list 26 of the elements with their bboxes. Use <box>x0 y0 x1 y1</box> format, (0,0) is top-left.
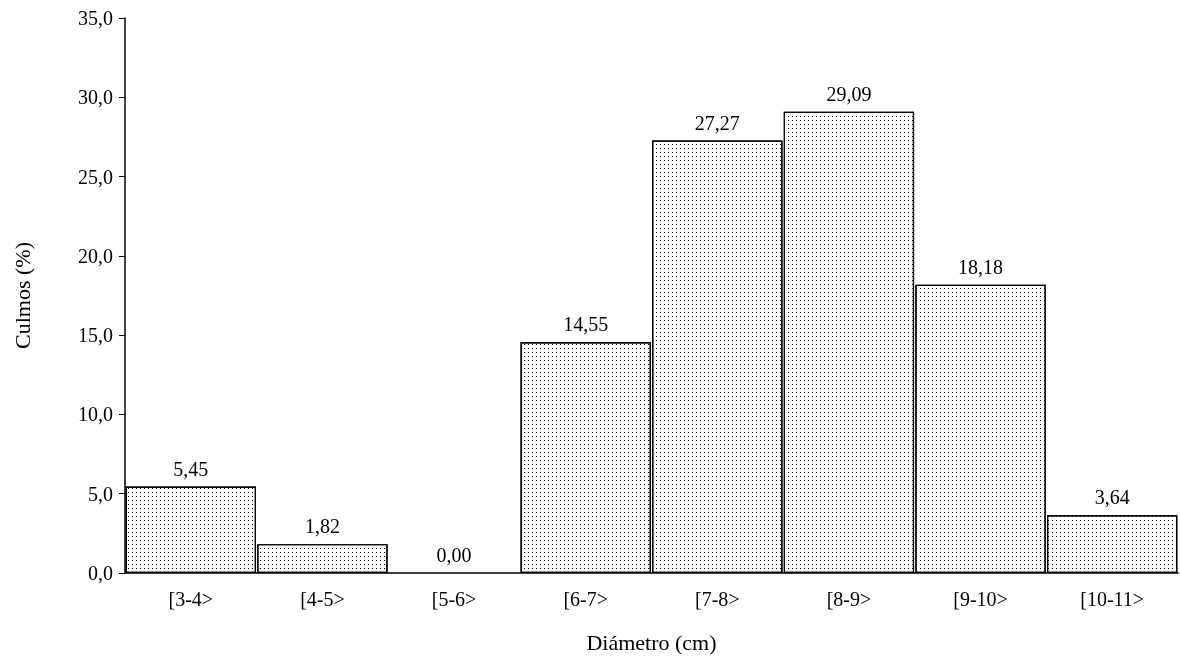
y-tick-label: 20,0 <box>78 244 113 267</box>
data-label: 29,09 <box>826 82 872 105</box>
x-tick-label: [9-10> <box>953 588 1008 610</box>
y-tick-label: 35,0 <box>78 7 113 29</box>
x-tick-label: [5-6> <box>431 588 477 610</box>
data-label: 18,18 <box>958 255 1004 278</box>
data-label: 0,00 <box>436 544 472 566</box>
y-axis-title: Culmos (%) <box>9 242 35 349</box>
x-tick-label: [8-9> <box>826 588 872 610</box>
x-tick-label: [3-4> <box>168 588 214 610</box>
y-tick-label: 0,0 <box>88 562 113 584</box>
x-axis-title: Diámetro (cm) <box>586 629 717 655</box>
y-tick-label: 25,0 <box>78 165 113 188</box>
data-label: 14,55 <box>563 313 609 336</box>
y-tick-label: 30,0 <box>78 86 113 109</box>
x-tick-label: [6-7> <box>563 588 608 610</box>
data-label: 3,64 <box>1094 486 1130 509</box>
x-tick-label: [7-8> <box>695 588 740 610</box>
x-tick-label: [4-5> <box>300 588 345 610</box>
data-label: 27,27 <box>694 111 740 134</box>
y-tick-label: 10,0 <box>78 403 113 426</box>
y-tick-label: 5,0 <box>88 482 113 505</box>
data-label: 5,45 <box>173 457 209 480</box>
data-label: 1,82 <box>304 515 340 538</box>
y-tick-label: 15,0 <box>78 324 113 347</box>
x-tick-label: [10-11> <box>1080 588 1145 610</box>
